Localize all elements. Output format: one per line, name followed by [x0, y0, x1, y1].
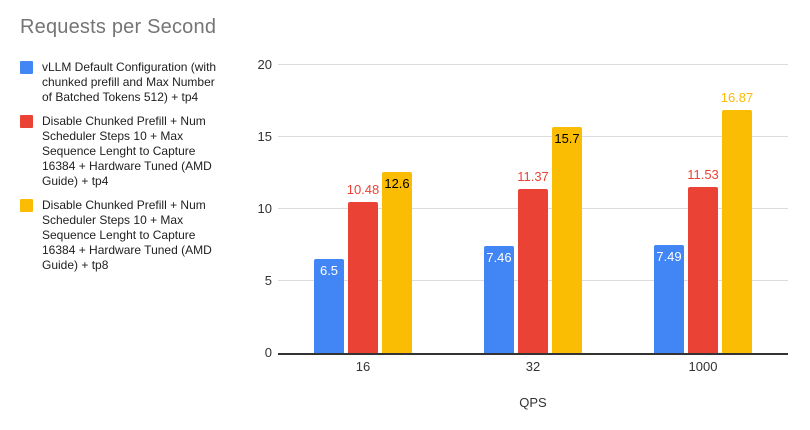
- chart-title: Requests per Second: [20, 16, 217, 38]
- bar-value-label: 11.53: [687, 166, 719, 182]
- bar-series1-32: 7.46: [484, 245, 514, 353]
- plot-area: 6.5 10.48 12.6 7.46 11.37 15.7 7.49 11.53 16.87: [278, 64, 788, 355]
- bar-series2-32: 11.37: [517, 169, 549, 353]
- bar-value-label: 16.87: [720, 90, 754, 106]
- bar-group-32: 7.46 11.37 15.7: [448, 65, 618, 353]
- legend-item-label: Disable Chunked Prefill + Num Scheduler …: [42, 198, 212, 272]
- bar-value-label: 15.7: [554, 130, 580, 146]
- bar-value-label: 7.49: [656, 249, 682, 265]
- bar-group-1000: 7.49 11.53 16.87: [618, 65, 788, 353]
- bar-group-16: 6.5 10.48 12.6: [278, 65, 448, 353]
- bar-series1-16: 6.5: [314, 259, 344, 353]
- x-axis-title: QPS: [519, 395, 547, 410]
- legend: vLLM Default Configuration (with chunked…: [20, 60, 234, 273]
- y-tick-label: 0: [264, 345, 272, 360]
- x-tick-label-32: 32: [525, 359, 541, 374]
- bar-series3-16: 12.6: [382, 171, 412, 353]
- bar-value-label: 10.48: [346, 182, 380, 198]
- bar-series3-1000: 16.87: [721, 90, 753, 353]
- bar-series2-1000: 11.53: [687, 167, 719, 353]
- bar-series1-1000: 7.49: [654, 245, 684, 353]
- bar-series3-32: 15.7: [552, 126, 582, 353]
- gridline: [278, 64, 788, 65]
- bar-value-label: 12.6: [384, 175, 410, 191]
- legend-item-label: vLLM Default Configuration (with chunked…: [42, 60, 217, 104]
- y-tick-label: 20: [257, 57, 272, 72]
- legend-swatch: [20, 199, 33, 212]
- bar-groups: 6.5 10.48 12.6 7.46 11.37 15.7 7.49 11.53 16.87: [278, 65, 788, 353]
- bar-value-label: 11.37: [517, 169, 549, 185]
- gridline: [278, 136, 788, 137]
- legend-swatch: [20, 61, 33, 74]
- y-tick-label: 10: [257, 201, 272, 216]
- legend-item: vLLM Default Configuration (with chunked…: [20, 60, 234, 105]
- legend-item: Disable Chunked Prefill + Num Scheduler …: [20, 198, 234, 273]
- x-tick-label-1000: 1000: [688, 359, 718, 374]
- bar-series2-16: 10.48: [347, 182, 379, 353]
- bar-value-label: 6.5: [319, 263, 339, 279]
- legend-item-label: Disable Chunked Prefill + Num Scheduler …: [42, 114, 212, 188]
- y-tick-label: 5: [264, 273, 272, 288]
- bar-value-label: 7.46: [486, 249, 512, 265]
- legend-swatch: [20, 115, 33, 128]
- legend-item: Disable Chunked Prefill + Num Scheduler …: [20, 114, 234, 189]
- y-tick-label: 15: [257, 129, 272, 144]
- x-tick-label-16: 16: [355, 359, 371, 374]
